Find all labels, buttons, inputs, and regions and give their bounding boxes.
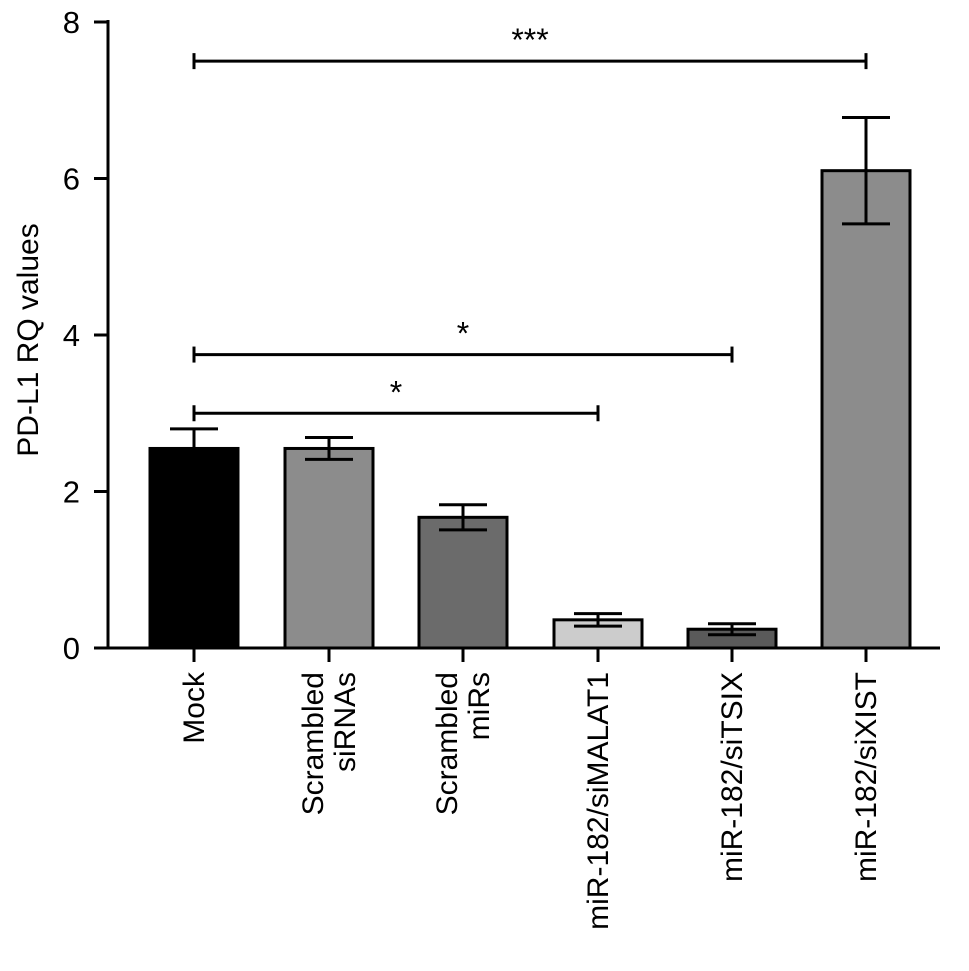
x-tick-label-line: miR-182/siMALAT1 xyxy=(582,672,615,930)
y-tick-label: 0 xyxy=(63,631,80,666)
x-tick-label-line: Scrambled xyxy=(431,672,464,815)
x-tick-label-line: miRs xyxy=(463,672,496,740)
bar xyxy=(148,446,240,650)
bar xyxy=(283,446,375,650)
y-axis-label: PD-L1 RQ values xyxy=(12,223,45,456)
x-tick-label: Mock xyxy=(178,671,211,744)
significance-label: *** xyxy=(511,22,548,58)
x-tick-label-line: Mock xyxy=(178,671,211,744)
bar xyxy=(417,515,509,650)
x-tick-label: miR-182/siXIST xyxy=(850,672,883,882)
x-tick-label-line: miR-182/siTSIX xyxy=(716,672,749,882)
x-tick-label: ScrambledmiRs xyxy=(431,672,496,815)
x-tick-label: miR-182/siTSIX xyxy=(716,672,749,882)
significance-label: * xyxy=(390,374,402,410)
x-tick-label-line: siRNAs xyxy=(329,672,362,772)
bar xyxy=(820,169,912,650)
y-tick-label: 2 xyxy=(63,475,80,510)
y-tick-label: 4 xyxy=(63,318,80,353)
y-tick-label: 8 xyxy=(63,5,80,40)
x-tick-label-line: Scrambled xyxy=(297,672,330,815)
x-tick-label: ScrambledsiRNAs xyxy=(297,672,362,815)
x-tick-label-line: miR-182/siXIST xyxy=(850,672,883,882)
significance-label: * xyxy=(457,316,469,352)
y-tick-label: 6 xyxy=(63,162,80,197)
x-tick-label: miR-182/siMALAT1 xyxy=(582,672,615,930)
